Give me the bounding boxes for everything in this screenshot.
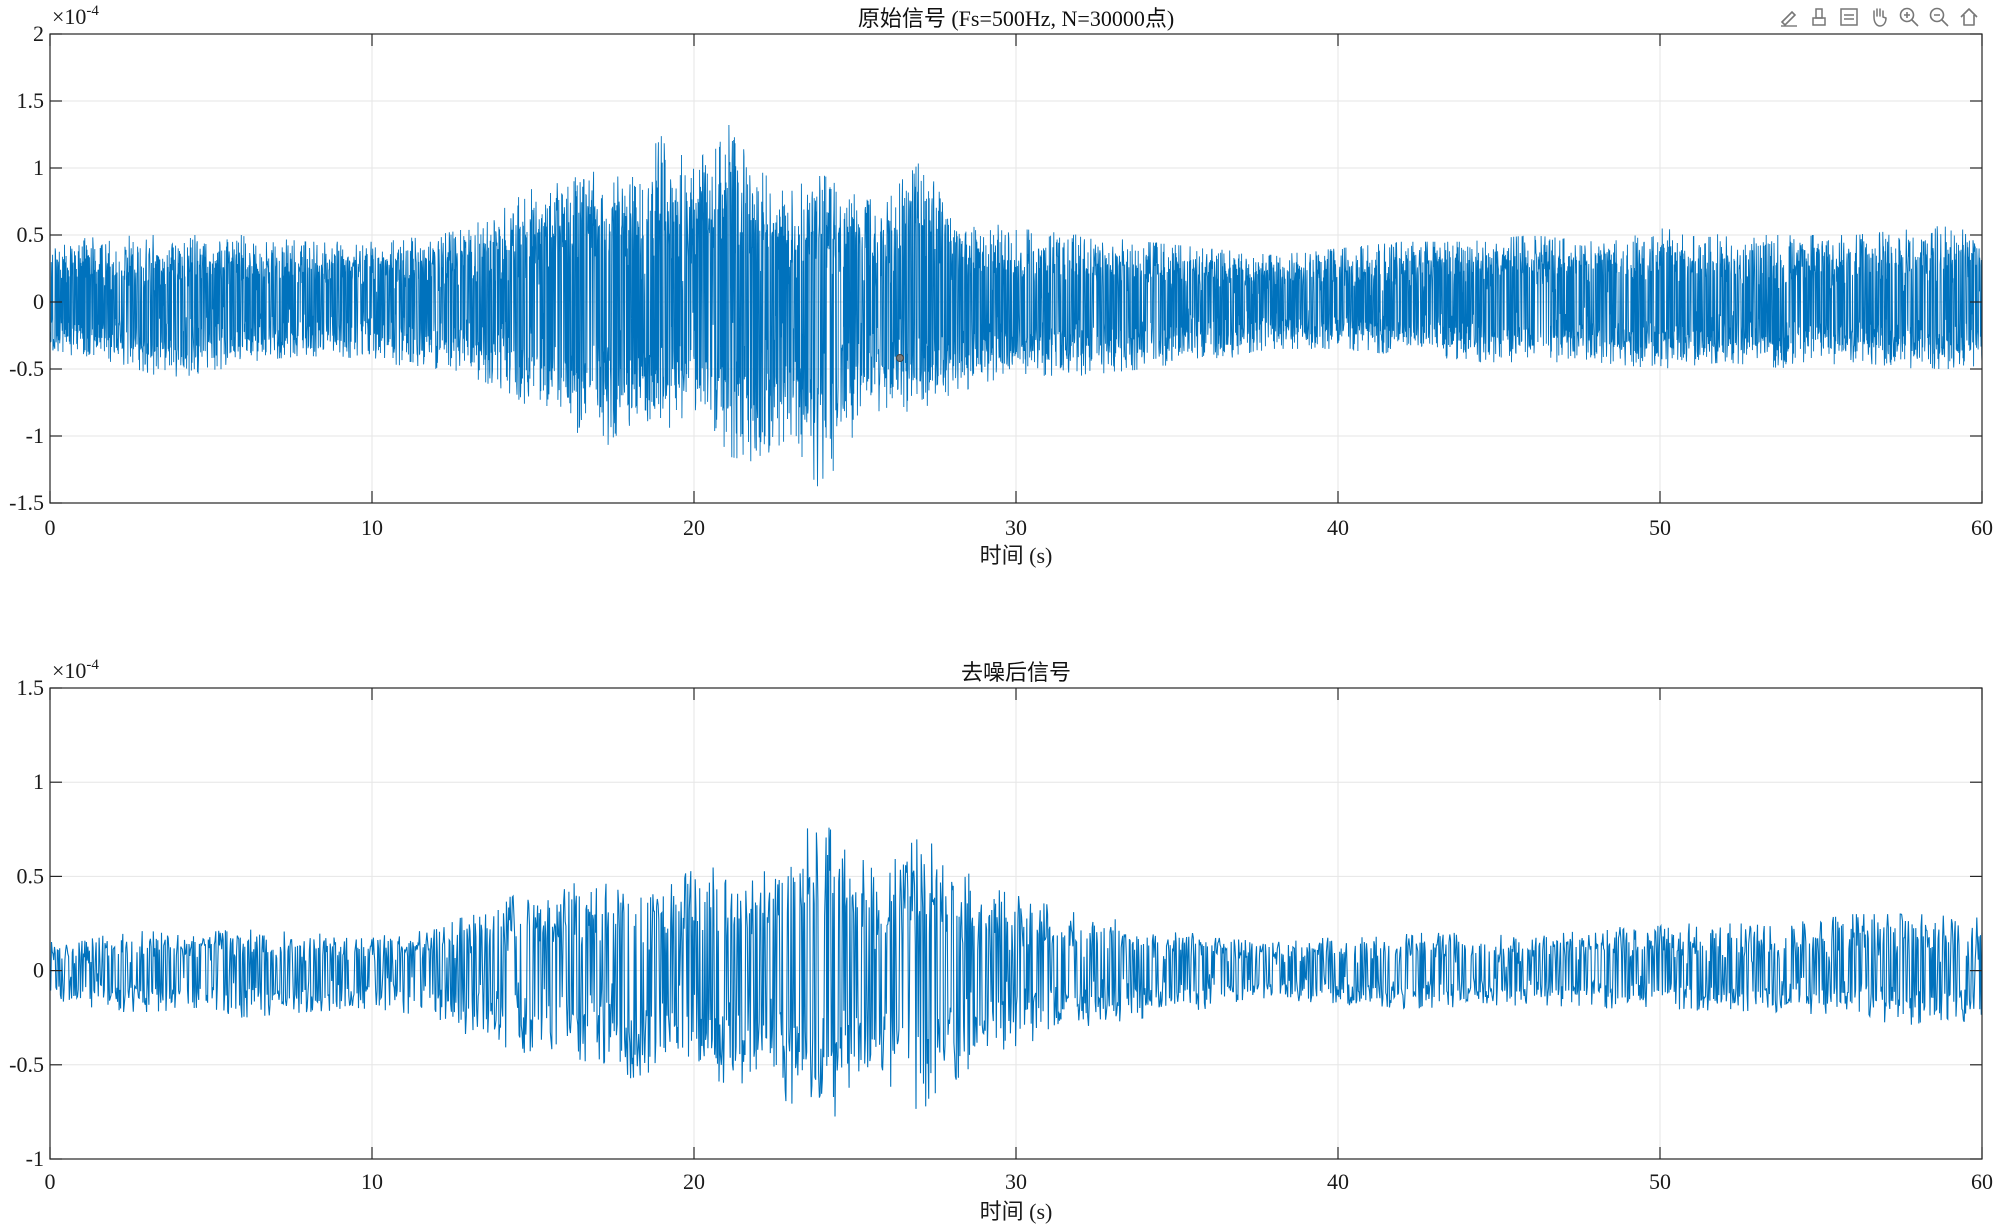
y-tick-label: 2	[33, 21, 44, 46]
signal-line	[49, 827, 1983, 1117]
x-tick-label: 60	[1971, 515, 1993, 540]
y-tick-label: 0	[33, 289, 44, 314]
y-tick-label: 1	[33, 769, 44, 794]
data-cursor-marker[interactable]	[896, 354, 904, 362]
x-tick-label: 50	[1649, 1169, 1671, 1194]
x-tick-label: 40	[1327, 1169, 1349, 1194]
chart-1: 0 10 20 30 40 50 60 2 1.5 1 0.5 0 -0.5 -1 -1.5 ×10-4 原始信…	[9, 3, 1993, 568]
x-tick-label: 30	[1005, 1169, 1027, 1194]
zoom-in-icon[interactable]	[1896, 4, 1922, 30]
y-tick-label: -0.5	[9, 356, 44, 381]
x-tick-label: 10	[361, 1169, 383, 1194]
x-tick-label: 50	[1649, 515, 1671, 540]
chart-title: 原始信号 (Fs=500Hz, N=30000点)	[858, 6, 1174, 31]
x-tick-label: 20	[683, 1169, 705, 1194]
y-tick-label: 1.5	[17, 88, 45, 113]
data-tip-icon[interactable]	[1806, 4, 1832, 30]
y-tick-label: -0.5	[9, 1052, 44, 1077]
y-tick-label: 0	[33, 958, 44, 983]
y-tick-label: 1	[33, 155, 44, 180]
y-tick-label: 0.5	[17, 863, 45, 888]
x-axis-label: 时间 (s)	[980, 1199, 1053, 1224]
y-exponent-label: ×10-4	[52, 3, 99, 29]
chart-2: 0 10 20 30 40 50 60 1.5 1 0.5 0 -0.5 -1 ×10-4 去噪后信号时间 …	[9, 657, 1993, 1224]
signal-line	[49, 124, 1983, 487]
pan-icon[interactable]	[1866, 4, 1892, 30]
x-tick-label: 20	[683, 515, 705, 540]
chart-title: 去噪后信号	[961, 660, 1071, 685]
home-icon[interactable]	[1956, 4, 1982, 30]
x-tick-label: 30	[1005, 515, 1027, 540]
y-tick-label: 0.5	[17, 222, 45, 247]
y-exponent-label: ×10-4	[52, 657, 99, 683]
brush-icon[interactable]	[1776, 4, 1802, 30]
x-tick-label: 0	[45, 1169, 56, 1194]
figure-toolbar	[1776, 4, 1982, 32]
save-icon[interactable]	[1836, 4, 1862, 30]
x-tick-label: 0	[45, 515, 56, 540]
zoom-out-icon[interactable]	[1926, 4, 1952, 30]
y-tick-label: -1	[26, 1146, 44, 1171]
x-tick-label: 40	[1327, 515, 1349, 540]
y-tick-label: -1	[26, 423, 44, 448]
x-axis-label: 时间 (s)	[980, 543, 1053, 568]
y-tick-label: -1.5	[9, 490, 44, 515]
x-tick-label: 10	[361, 515, 383, 540]
x-tick-label: 60	[1971, 1169, 1993, 1194]
y-tick-label: 1.5	[17, 675, 45, 700]
